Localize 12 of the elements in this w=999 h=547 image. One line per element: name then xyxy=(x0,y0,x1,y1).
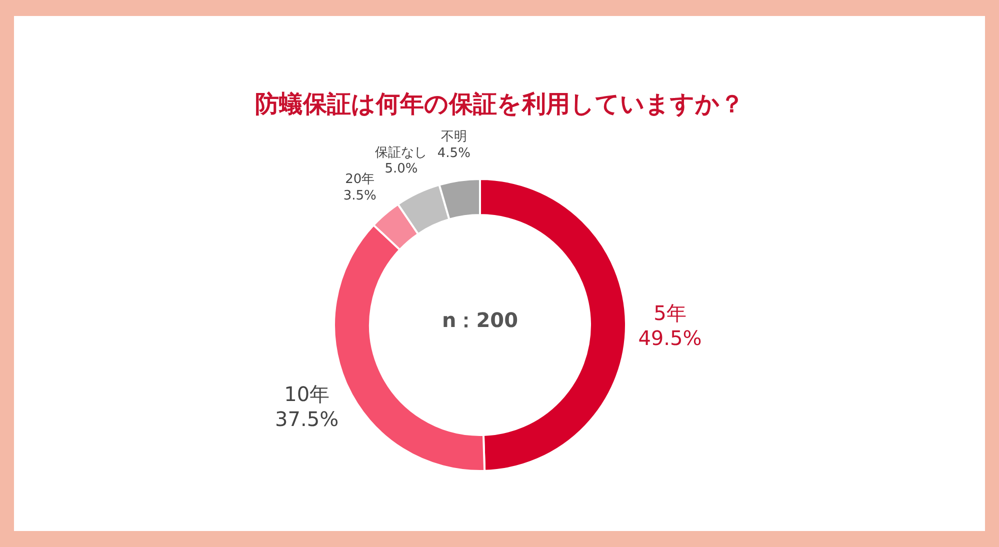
data-label: 5.0% xyxy=(384,162,418,177)
chart-title: 防蟻保証は何年の保証を利用していますか？ xyxy=(255,90,744,118)
slice-label: 保証なし xyxy=(375,145,428,160)
slice-label: 5年 xyxy=(654,301,686,326)
data-label: 49.5% xyxy=(638,326,702,350)
text: n：200 xyxy=(442,308,518,332)
data-label: 3.5% xyxy=(343,188,376,204)
slice-label: 20年 xyxy=(345,172,375,188)
data-label: 37.5% xyxy=(275,407,339,432)
slice-label: 10年 xyxy=(284,382,330,406)
data-label: 4.5% xyxy=(437,146,470,161)
slice-label: 不明 xyxy=(440,130,467,145)
